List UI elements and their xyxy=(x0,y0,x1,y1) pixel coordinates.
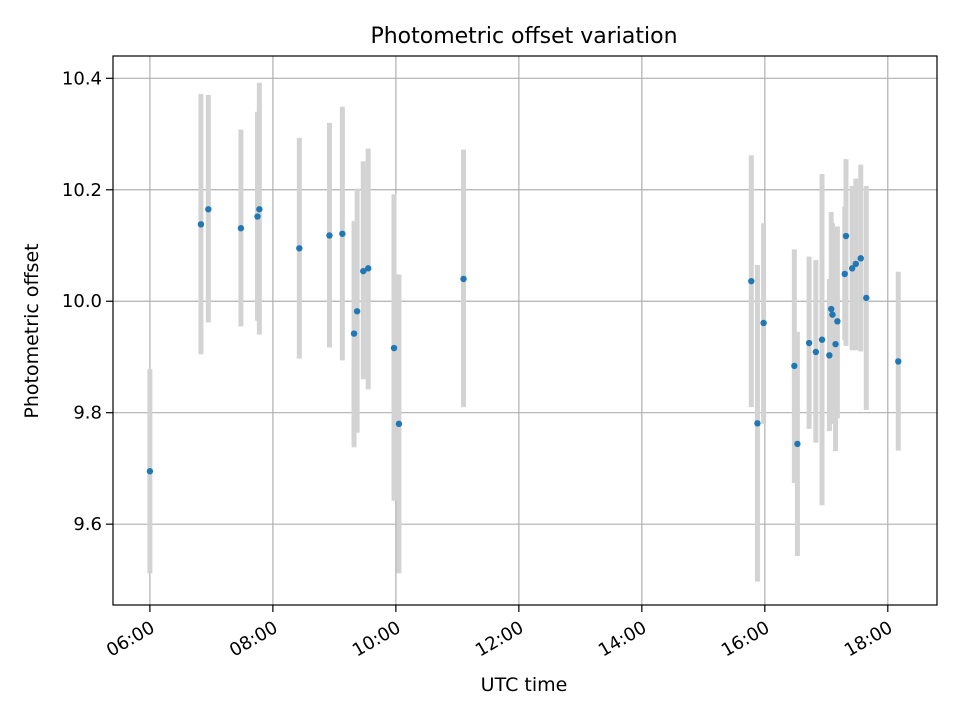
data-point xyxy=(794,440,801,448)
data-point xyxy=(857,255,864,262)
data-point xyxy=(460,275,467,283)
data-point xyxy=(829,311,836,318)
data-point xyxy=(197,221,205,228)
data-point xyxy=(805,339,813,347)
data-point xyxy=(760,319,767,327)
y-tick-label: 10.2 xyxy=(62,180,102,201)
data-point xyxy=(339,230,346,237)
data-point xyxy=(832,340,839,348)
x-axis-label: UTC time xyxy=(481,674,568,696)
plot-frame xyxy=(112,55,938,606)
y-tick-label: 9.6 xyxy=(73,514,102,535)
data-point xyxy=(848,265,856,272)
data-point xyxy=(237,225,245,232)
y-tick-label: 10.4 xyxy=(62,68,102,89)
data-point xyxy=(256,206,263,213)
y-tick-label: 9.8 xyxy=(73,403,102,424)
data-point xyxy=(326,232,333,239)
data-point xyxy=(834,318,841,325)
data-point xyxy=(350,330,358,337)
data-point xyxy=(791,362,798,370)
data-point xyxy=(863,294,870,302)
data-point xyxy=(841,270,848,278)
y-axis-label: Photometric offset xyxy=(21,243,43,418)
data-point xyxy=(353,308,361,315)
data-point xyxy=(360,267,367,275)
y-tick-label: 10.0 xyxy=(62,291,102,312)
chart-title: Photometric offset variation xyxy=(370,24,677,49)
data-point xyxy=(748,277,755,285)
data-points xyxy=(146,206,902,475)
data-point xyxy=(826,352,833,359)
data-point xyxy=(296,245,303,252)
data-point xyxy=(390,344,398,352)
data-point xyxy=(852,260,860,268)
data-point xyxy=(895,358,902,365)
data-point xyxy=(754,420,761,427)
data-point xyxy=(146,468,154,475)
data-point xyxy=(364,265,372,272)
data-point xyxy=(254,213,261,220)
data-point xyxy=(842,232,850,240)
data-point xyxy=(828,305,835,313)
data-point xyxy=(205,206,212,213)
data-point xyxy=(818,336,826,343)
data-point xyxy=(395,420,403,428)
data-point xyxy=(812,348,820,356)
